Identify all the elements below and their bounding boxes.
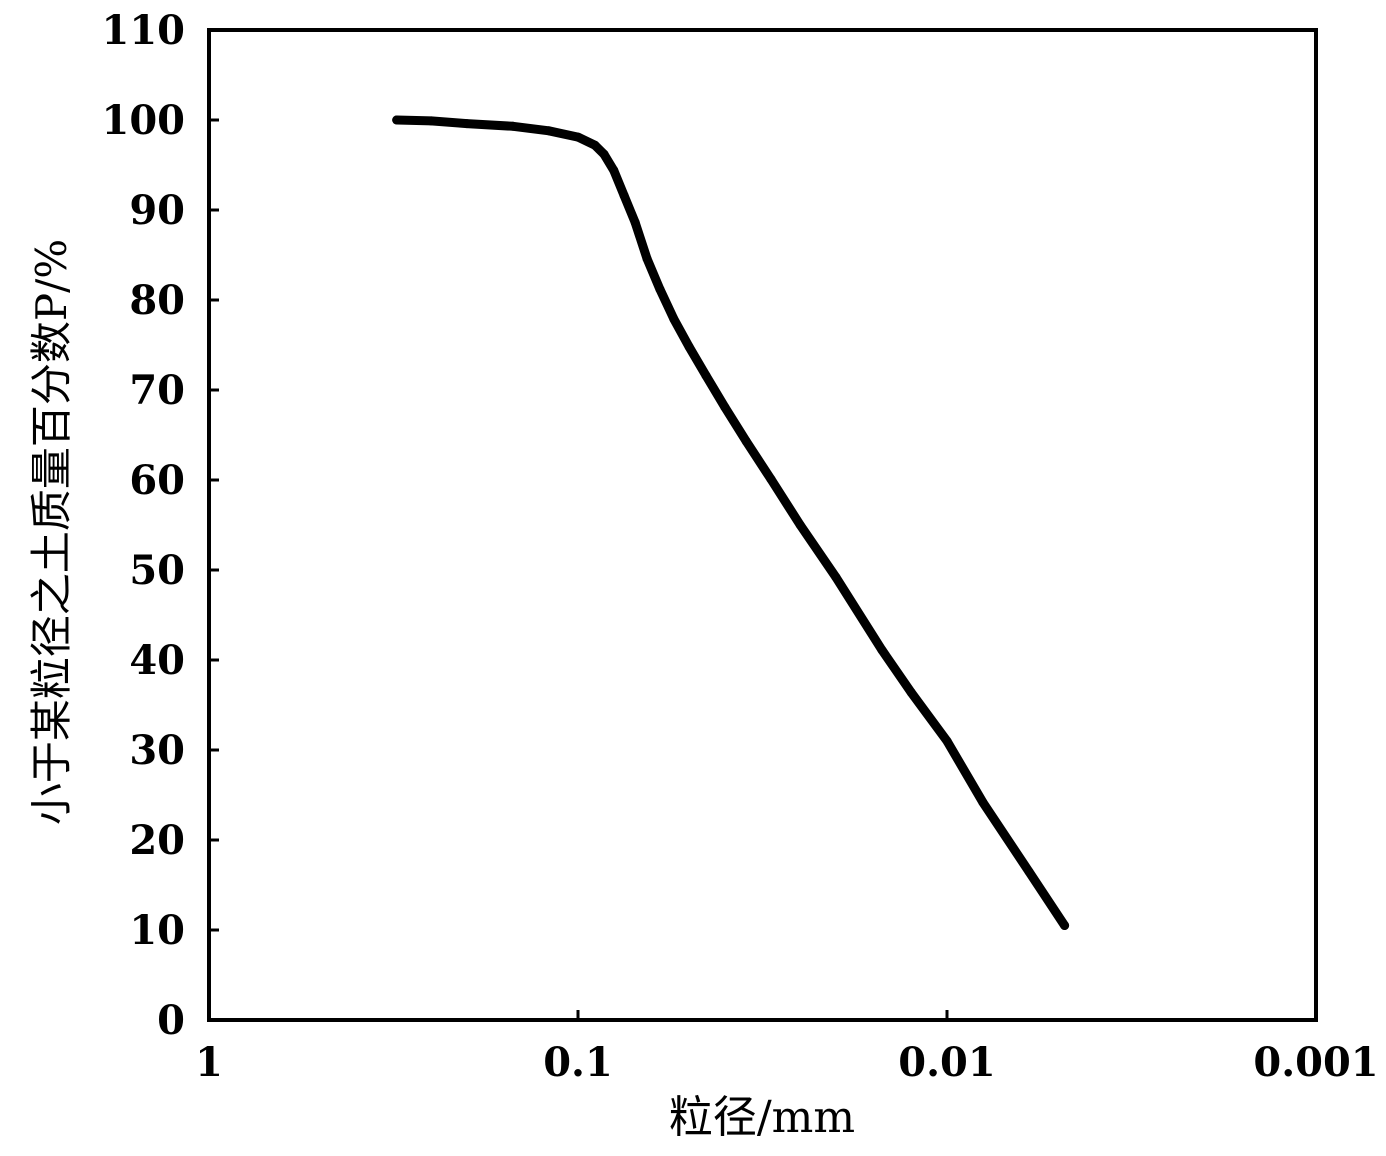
x-tick-label: 1 <box>195 1039 223 1086</box>
data-point <box>741 436 751 446</box>
x-axis-title: 粒径/mm <box>669 1092 855 1143</box>
data-point <box>642 254 652 264</box>
plot-frame <box>207 28 1318 1022</box>
y-tick-label: 50 <box>129 547 185 594</box>
data-point <box>619 191 629 201</box>
y-tick-label: 80 <box>129 277 185 324</box>
x-axis-ticks: 1 0.1 0.01 0.001 <box>195 1010 1379 1086</box>
data-point <box>508 121 518 131</box>
data-point <box>766 474 776 484</box>
data-point <box>609 165 619 175</box>
data-point <box>1024 867 1034 876</box>
data-point <box>877 645 887 655</box>
series-line-0 <box>392 115 1070 930</box>
y-tick-label: 10 <box>129 907 185 954</box>
data-point <box>599 149 609 159</box>
series-layer <box>392 115 1070 930</box>
data-point <box>831 572 841 582</box>
data-point <box>906 687 916 697</box>
data-point <box>701 371 711 381</box>
x-tick-label: 0.1 <box>543 1039 613 1086</box>
y-tick-label: 20 <box>129 817 185 864</box>
data-point <box>942 736 952 746</box>
y-tick-label: 70 <box>129 367 185 414</box>
data-point <box>544 126 554 136</box>
y-tick-label: 100 <box>102 97 186 144</box>
y-axis-ticks: 0 10 20 30 40 50 60 70 80 90 100 110 <box>102 7 219 1044</box>
y-tick-label: 110 <box>102 7 186 54</box>
y-tick-label: 40 <box>129 637 185 684</box>
x-tick-label: 0.001 <box>1253 1039 1378 1086</box>
data-point <box>978 797 988 807</box>
data-point <box>684 342 694 352</box>
data-point <box>1060 921 1070 930</box>
data-point <box>462 119 472 129</box>
y-tick-label: 90 <box>129 187 185 234</box>
data-point <box>392 115 402 125</box>
data-point <box>573 132 583 142</box>
data-point <box>720 402 730 412</box>
data-point <box>655 284 665 294</box>
data-point <box>795 520 805 530</box>
x-tick-label: 0.01 <box>898 1039 995 1086</box>
y-tick-label: 30 <box>129 727 185 774</box>
data-point <box>669 314 679 324</box>
y-tick-label: 0 <box>157 997 185 1044</box>
y-tick-label: 60 <box>129 457 185 504</box>
data-point <box>630 218 640 228</box>
data-point <box>590 140 600 150</box>
data-point <box>426 116 436 126</box>
y-axis-title: 小于某粒径之土质量百分数P/% <box>27 239 76 825</box>
